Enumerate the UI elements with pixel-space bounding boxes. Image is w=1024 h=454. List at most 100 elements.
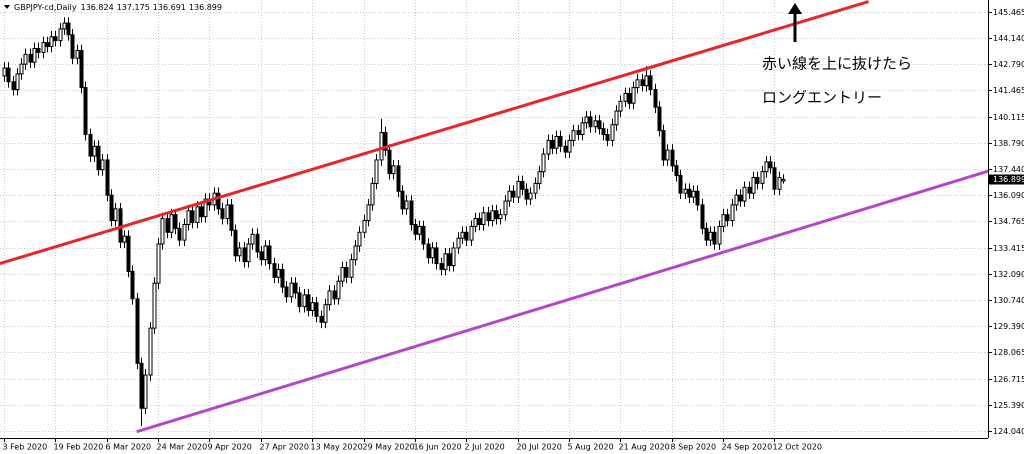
candle-body: [53, 36, 58, 42]
candle-body: [62, 22, 67, 30]
candle-body: [653, 89, 658, 108]
candle-body: [635, 79, 640, 89]
candle-body: [11, 81, 16, 91]
candle-body: [319, 315, 324, 323]
candle-body: [400, 190, 405, 210]
candle-body: [19, 63, 24, 75]
candle-body: [413, 223, 418, 235]
candle-body: [661, 130, 666, 161]
candle-body: [237, 247, 242, 257]
candle-body: [601, 128, 606, 136]
candle-body: [772, 167, 777, 190]
y-tick-label: 129.390: [993, 322, 1024, 331]
candle-body: [614, 110, 619, 126]
candle-body: [362, 220, 367, 233]
candle-body: [627, 92, 632, 104]
candle-body: [516, 180, 521, 198]
candle-body: [644, 75, 649, 87]
candle-body: [456, 237, 461, 249]
candle-body: [135, 298, 140, 364]
symbol: GBPJPY-cd,Daily: [14, 3, 77, 12]
candle-body: [284, 286, 289, 298]
x-tick-label: 21 Aug 2020: [619, 443, 670, 452]
candle-body: [173, 214, 178, 229]
candle-body: [396, 165, 401, 192]
candle-body: [323, 304, 328, 323]
candle-body: [289, 282, 294, 298]
candle-body: [242, 247, 247, 263]
last-open: 136.824: [81, 3, 114, 12]
candle-body: [691, 190, 696, 198]
candle-body: [152, 282, 157, 329]
candle-body: [310, 302, 315, 312]
price-label: 136.899: [993, 175, 1024, 184]
candle-body: [528, 192, 533, 200]
candle-body: [580, 122, 585, 136]
candle-body: [357, 231, 362, 247]
candle-body: [165, 218, 170, 233]
candle-body: [32, 47, 37, 63]
candle-body: [524, 188, 529, 200]
candle-body: [421, 225, 426, 245]
x-tick-label: 9 Apr 2020: [208, 443, 252, 452]
candle-body: [507, 190, 512, 202]
candle-body: [760, 171, 765, 184]
candle-body: [648, 75, 653, 91]
candle-body: [250, 233, 255, 245]
candle-body: [700, 204, 705, 229]
candle-body: [109, 194, 114, 222]
x-tick-label: 29 May 2020: [363, 443, 415, 452]
candle-body: [340, 266, 345, 282]
candle-body: [332, 290, 337, 300]
last-close: 136.899: [189, 3, 222, 12]
candle-body: [229, 204, 234, 231]
x-tick-label: 19 Feb 2020: [54, 443, 104, 452]
candle-body: [498, 214, 503, 220]
y-tick-label: 125.390: [993, 401, 1024, 410]
candle-body: [66, 22, 71, 36]
candle-body: [434, 247, 439, 265]
trend-line: [0, 0, 869, 266]
candle-body: [631, 87, 636, 104]
candle-body: [460, 231, 465, 239]
candle-body: [344, 266, 349, 278]
candle-body: [503, 200, 508, 216]
menu-icon[interactable]: [4, 5, 10, 9]
candle-body: [263, 245, 268, 261]
x-tick-label: 12 Oct 2020: [773, 443, 822, 452]
candle-body: [126, 235, 131, 272]
y-tick-label: 132.090: [993, 270, 1024, 279]
trend-line: [136, 169, 988, 434]
candle-body: [130, 270, 135, 300]
candle-body: [563, 145, 568, 153]
candle-body: [640, 79, 645, 87]
candle-body: [777, 177, 782, 190]
candle-body: [473, 218, 478, 227]
arrow-head: [788, 3, 802, 14]
candle-body: [148, 327, 153, 376]
candle-body: [216, 192, 221, 210]
candle-body: [511, 190, 516, 198]
candle-body: [781, 179, 786, 182]
y-tick-label: 144.140: [993, 34, 1024, 43]
candle-body: [665, 149, 670, 161]
candle-body: [404, 200, 409, 210]
candle-body: [293, 282, 298, 294]
candle-body: [267, 245, 272, 265]
candle-body: [336, 280, 341, 300]
candle-body: [246, 243, 251, 263]
candle-body: [721, 214, 726, 227]
candle-body: [177, 227, 182, 241]
x-tick-label: 24 Sep 2020: [722, 443, 773, 452]
candle-body: [439, 263, 444, 270]
y-tick-label: 136.090: [993, 191, 1024, 200]
candle-body: [764, 161, 769, 173]
candle-body: [734, 194, 739, 206]
candle-body: [576, 130, 581, 136]
annotation: 赤い線を上に抜けたら: [762, 55, 912, 73]
candle-body: [417, 225, 422, 235]
y-tick-label: 141.465: [993, 86, 1024, 95]
axes: [0, 0, 992, 442]
candle-body: [83, 87, 88, 136]
